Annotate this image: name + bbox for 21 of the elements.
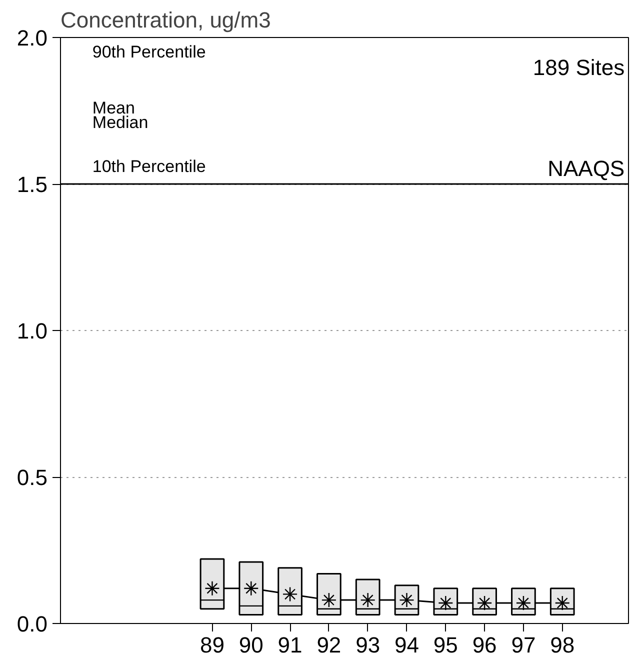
annotation: 189 Sites	[532, 55, 625, 80]
x-tick-label: 93	[356, 632, 380, 658]
y-tick-label: 1.5	[16, 172, 48, 197]
y-axis-title: Concentration, ug/m3	[60, 8, 271, 32]
x-tick-label: 92	[316, 632, 342, 658]
x-tick-label: 91	[278, 632, 302, 658]
y-tick-label: 1.0	[16, 318, 48, 344]
y-tick-label: 2.0	[16, 26, 48, 50]
ref-line-label: NAAQS	[548, 156, 625, 181]
x-tick-label: 90	[238, 632, 264, 658]
x-tick-label: 95	[433, 632, 458, 658]
x-tick-label: 96	[472, 632, 497, 658]
x-tick-label: 94	[394, 632, 419, 658]
y-tick-label: 0.0	[16, 612, 48, 636]
y-tick-label: 0.5	[16, 465, 48, 490]
annotation: 10th Percentile	[92, 156, 206, 176]
text: Median	[92, 112, 148, 132]
annotation: 90th Percentile	[92, 42, 206, 62]
x-tick-label: 89	[200, 632, 224, 658]
x-tick-label: 98	[550, 632, 575, 658]
x-tick-label: 97	[511, 632, 536, 658]
